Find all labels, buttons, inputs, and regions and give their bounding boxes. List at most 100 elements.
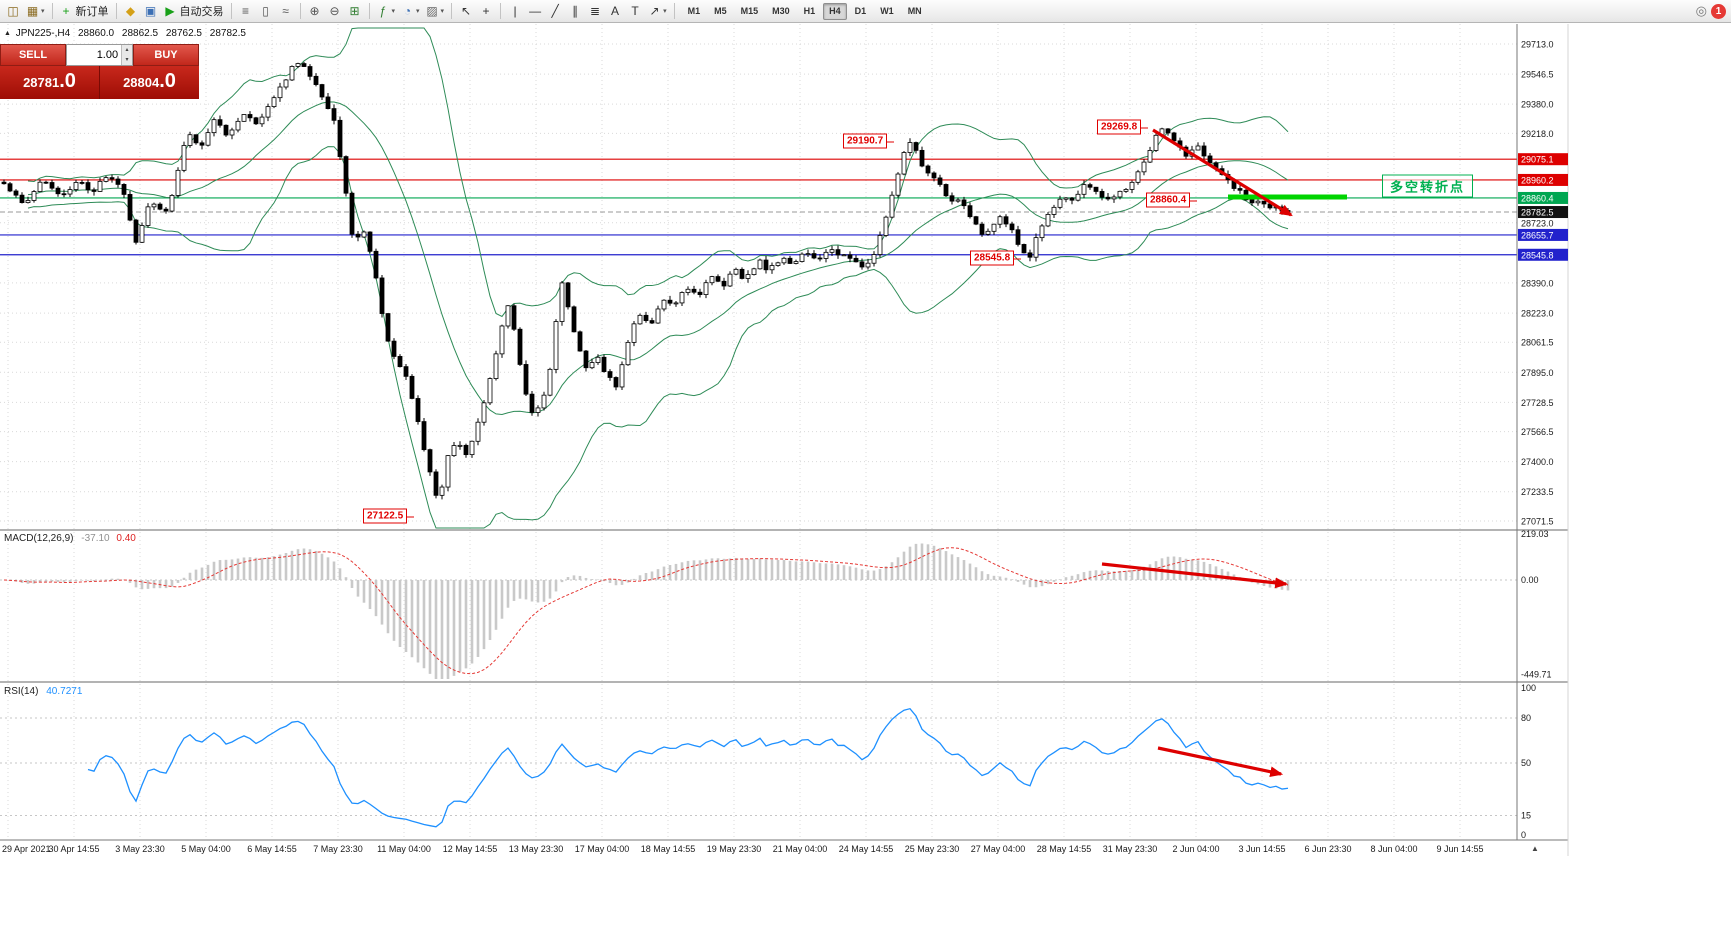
bull-bear-turning-point-label[interactable]: 多空转折点 xyxy=(1382,174,1474,198)
dropdown-caret-icon: ▾ xyxy=(41,8,45,15)
fibonacci-icon: ≣ xyxy=(590,4,601,18)
price-callout[interactable]: 29269.8 xyxy=(1097,119,1149,135)
zoom-in-button[interactable]: ⊕ xyxy=(305,2,325,21)
dropdown-caret-icon: ▾ xyxy=(663,8,667,15)
notification-badge[interactable]: 1 xyxy=(1711,3,1726,19)
terminal-icon: ▣ xyxy=(144,4,157,18)
svg-text:29380.0: 29380.0 xyxy=(1521,100,1554,110)
svg-text:28655.7: 28655.7 xyxy=(1521,230,1554,240)
callout-pointer xyxy=(887,141,895,142)
terminal-button[interactable]: ▣ xyxy=(141,2,161,21)
templates-icon: ▨ xyxy=(426,4,438,18)
price-callout[interactable]: 27122.5 xyxy=(363,508,415,524)
svg-text:80: 80 xyxy=(1521,713,1531,723)
chart-profiles-button[interactable]: ▦ ▾ xyxy=(23,2,48,21)
toolbar: ◫ ▦ ▾ + 新订单 ◆ ▣ ▶ 自动交易 ≡ ▯ ≈ ⊕ ⊖ ⊞ ƒ ▾ ◔ ▾ ▨ ▾ ↖ + | — ╱ ∥ ≣ A T ↗ ▾ M1 M… xyxy=(0,0,1731,23)
timeframe-w1-button[interactable]: W1 xyxy=(880,6,894,16)
frame-layer xyxy=(0,24,1569,856)
svg-text:24 May 14:55: 24 May 14:55 xyxy=(839,844,894,854)
svg-text:21 May 04:00: 21 May 04:00 xyxy=(773,844,828,854)
timeframe-toolbar: M1 M5 M15 M30 H1 H4 D1 W1 MN xyxy=(681,2,929,20)
timeframe-d1-button[interactable]: D1 xyxy=(854,6,867,16)
buy-button[interactable]: BUY xyxy=(133,44,199,66)
price-callout[interactable]: 29190.7 xyxy=(843,133,895,149)
svg-text:100: 100 xyxy=(1521,683,1536,693)
new-order-icon: + xyxy=(62,4,70,18)
sell-price-display[interactable]: 28781 .0 xyxy=(0,66,100,99)
svg-text:25 May 23:30: 25 May 23:30 xyxy=(905,844,960,854)
volume-input[interactable] xyxy=(67,45,122,65)
arrows-tool-button[interactable]: ↗ ▾ xyxy=(645,2,670,21)
candlestick-mode-button[interactable]: ▯ xyxy=(256,2,276,21)
trendline-button[interactable]: ╱ xyxy=(545,2,565,21)
svg-text:6 May 14:55: 6 May 14:55 xyxy=(247,844,297,854)
timeframe-h1-button[interactable]: H1 xyxy=(803,6,816,16)
sell-price-pips: .0 xyxy=(59,70,76,92)
svg-text:28723.0: 28723.0 xyxy=(1521,218,1554,228)
dropdown-caret-icon: ▾ xyxy=(440,8,445,15)
timeframe-m30-button[interactable]: M30 xyxy=(772,6,790,16)
toolbar-separator xyxy=(500,3,502,19)
volume-increase-button[interactable]: ▴ xyxy=(122,45,132,55)
buy-price-display[interactable]: 28804 .0 xyxy=(100,66,199,99)
grid-layer xyxy=(0,24,1517,840)
label-button[interactable]: T xyxy=(625,2,645,21)
timeframe-m5-button[interactable]: M5 xyxy=(714,6,727,16)
new-chart-button[interactable]: ◫ xyxy=(3,2,23,21)
vertical-line-button[interactable]: | xyxy=(505,2,525,21)
volume-control: ▴ ▾ xyxy=(66,44,133,66)
svg-text:29 Apr 2021: 29 Apr 2021 xyxy=(2,844,51,854)
callout-pointer xyxy=(1141,127,1149,128)
new-order-button[interactable]: + 新订单 xyxy=(57,2,112,21)
svg-text:27400.0: 27400.0 xyxy=(1521,457,1554,467)
channel-button[interactable]: ∥ xyxy=(565,2,585,21)
templates-button[interactable]: ▨ ▾ xyxy=(423,2,448,21)
autotrading-button[interactable]: ▶ 自动交易 xyxy=(161,2,227,21)
line-chart-mode-icon: ≈ xyxy=(282,4,289,18)
timeframe-h4-button[interactable]: H4 xyxy=(823,2,847,20)
one-click-trading-panel: SELL ▴ ▾ BUY 28781 .0 28804 .0 xyxy=(0,44,199,99)
volume-decrease-button[interactable]: ▾ xyxy=(122,55,132,65)
svg-text:19 May 23:30: 19 May 23:30 xyxy=(707,844,762,854)
price-callout[interactable]: 28860.4 xyxy=(1146,192,1198,208)
horizontal-line-button[interactable]: — xyxy=(525,2,545,21)
volume-spinner: ▴ ▾ xyxy=(121,45,132,65)
svg-text:29075.1: 29075.1 xyxy=(1521,155,1554,165)
text-button[interactable]: A xyxy=(605,2,625,21)
svg-text:12 May 14:55: 12 May 14:55 xyxy=(443,844,498,854)
toolbar-separator xyxy=(451,3,453,19)
trend-arrow-1[interactable] xyxy=(1152,128,1293,217)
timeframe-m1-button[interactable]: M1 xyxy=(687,6,701,16)
crosshair-button[interactable]: + xyxy=(476,2,496,21)
sell-button[interactable]: SELL xyxy=(0,44,66,66)
vertical-line-icon: | xyxy=(513,4,517,18)
indicators-button[interactable]: ƒ ▾ xyxy=(374,2,399,21)
timeframe-m15-button[interactable]: M15 xyxy=(740,6,759,16)
zoom-out-icon: ⊖ xyxy=(329,4,340,18)
price-callout[interactable]: 28545.8 xyxy=(970,250,1022,266)
indicator-layer xyxy=(3,543,1290,828)
periods-button[interactable]: ◔ ▾ xyxy=(398,2,423,21)
svg-text:219.03: 219.03 xyxy=(1521,529,1549,539)
toolbar-separator xyxy=(115,3,117,19)
cursor-button[interactable]: ↖ xyxy=(456,2,476,21)
zoom-out-button[interactable]: ⊖ xyxy=(325,2,345,21)
toolbar-separator xyxy=(230,3,232,19)
line-chart-mode-button[interactable]: ≈ xyxy=(276,2,296,21)
autotrading-button-label: 自动交易 xyxy=(179,6,224,18)
metaeditor-button[interactable]: ◆ xyxy=(121,2,141,21)
bar-chart-mode-button[interactable]: ≡ xyxy=(236,2,256,21)
fibonacci-button[interactable]: ≣ xyxy=(585,2,605,21)
svg-text:0: 0 xyxy=(1521,830,1526,840)
tile-windows-button[interactable]: ⊞ xyxy=(345,2,365,21)
metaeditor-icon: ◆ xyxy=(125,4,136,18)
trend-arrow-2[interactable] xyxy=(1101,562,1289,589)
timeframe-mn-button[interactable]: MN xyxy=(907,6,922,16)
connection-status-icon[interactable]: ◎ xyxy=(1695,3,1707,18)
svg-text:27895.0: 27895.0 xyxy=(1521,368,1554,378)
trend-arrow-3[interactable] xyxy=(1157,746,1284,778)
svg-text:29218.0: 29218.0 xyxy=(1521,129,1554,139)
buy-price-main: 28804 xyxy=(123,75,160,90)
